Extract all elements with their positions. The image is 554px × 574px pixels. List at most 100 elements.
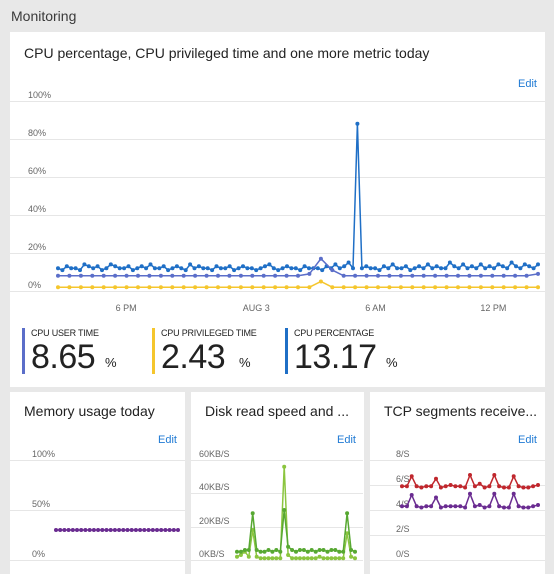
data-point [159, 528, 164, 532]
data-point [443, 504, 448, 509]
data-point [144, 266, 149, 271]
y-tick-label: 40% [28, 204, 47, 214]
data-point [301, 556, 306, 561]
data-point [318, 279, 323, 284]
data-point [297, 548, 302, 552]
data-point [346, 260, 351, 265]
gridline [10, 510, 185, 511]
data-point [453, 504, 458, 509]
data-point [193, 285, 198, 290]
data-point [318, 256, 323, 261]
data-point [100, 528, 105, 532]
data-point [439, 266, 444, 271]
data-point [117, 528, 122, 532]
data-point [78, 273, 83, 278]
data-point [101, 285, 106, 290]
data-point [482, 505, 487, 510]
edit-link[interactable]: Edit [337, 434, 356, 446]
data-point [126, 264, 131, 269]
gridline [370, 460, 545, 461]
edit-link[interactable]: Edit [518, 78, 537, 90]
data-point [183, 268, 188, 273]
data-point [317, 548, 322, 552]
data-point [274, 556, 279, 561]
data-point [364, 273, 369, 278]
data-point [341, 556, 346, 561]
data-point [307, 285, 312, 290]
data-point [108, 262, 113, 267]
data-point [196, 264, 201, 269]
data-point [82, 262, 87, 267]
data-point [298, 268, 303, 273]
data-point [521, 485, 526, 490]
cpu-chart-tile[interactable]: CPU percentage, CPU privileged time and … [10, 32, 545, 387]
data-point [433, 285, 438, 290]
data-point [75, 528, 79, 532]
data-point [390, 262, 395, 267]
data-point [227, 285, 232, 290]
data-point [425, 262, 430, 267]
data-point [90, 273, 95, 278]
gridline [191, 560, 363, 561]
data-point [497, 484, 502, 489]
data-point [409, 493, 414, 497]
data-point [96, 528, 101, 532]
gridline [370, 560, 545, 561]
metric-color-bar [22, 328, 25, 374]
data-point [113, 273, 118, 278]
y-tick-label: 20KB/S [199, 515, 230, 526]
data-point [387, 273, 392, 278]
data-point [465, 266, 470, 271]
data-point [341, 285, 346, 290]
data-point [320, 268, 325, 273]
data-point [201, 266, 206, 271]
data-point [424, 484, 429, 489]
x-tick-label: 6 AM [365, 303, 386, 313]
data-point [158, 273, 163, 278]
data-point [345, 511, 350, 516]
data-point [261, 273, 266, 278]
metric-unit: % [105, 355, 117, 370]
data-point [313, 549, 318, 554]
memory-chart-tile[interactable]: Memory usage today Edit 0% 50% 100% [10, 392, 185, 574]
data-point [536, 503, 540, 507]
data-point [403, 264, 408, 269]
data-point [148, 262, 153, 267]
metric-unit: % [386, 355, 398, 370]
data-point [536, 262, 540, 267]
data-point [478, 273, 483, 278]
data-point [516, 484, 521, 489]
data-point [404, 484, 409, 489]
data-point [238, 285, 243, 290]
data-point [456, 285, 460, 290]
data-point [509, 260, 514, 265]
data-point [249, 266, 254, 271]
tcp-chart-tile[interactable]: TCP segments receive... Edit 0/S 2/S 4/S 6/… [370, 392, 545, 574]
data-point [170, 266, 175, 271]
data-point [456, 266, 461, 271]
data-point [60, 268, 65, 273]
data-point [337, 556, 342, 561]
data-point [78, 268, 82, 273]
data-point [524, 285, 529, 290]
data-point [235, 549, 239, 554]
data-point [250, 273, 255, 278]
y-tick-label: 8/S [396, 449, 410, 459]
data-point [179, 266, 184, 271]
data-point [278, 556, 283, 561]
data-point [193, 273, 198, 278]
data-point [492, 491, 497, 496]
data-point [270, 556, 275, 561]
data-point [284, 273, 289, 278]
disk-chart-tile[interactable]: Disk read speed and ... Edit 0KB/S 20KB/S… [191, 392, 364, 574]
data-point [478, 262, 483, 267]
data-point [487, 504, 492, 509]
metric-color-bar [152, 328, 155, 374]
data-point [241, 264, 245, 269]
edit-link[interactable]: Edit [158, 434, 177, 446]
data-point [355, 121, 360, 126]
data-point [117, 266, 122, 271]
tile-title: Memory usage today [24, 403, 155, 419]
edit-link[interactable]: Edit [518, 434, 537, 446]
data-point [235, 554, 239, 559]
